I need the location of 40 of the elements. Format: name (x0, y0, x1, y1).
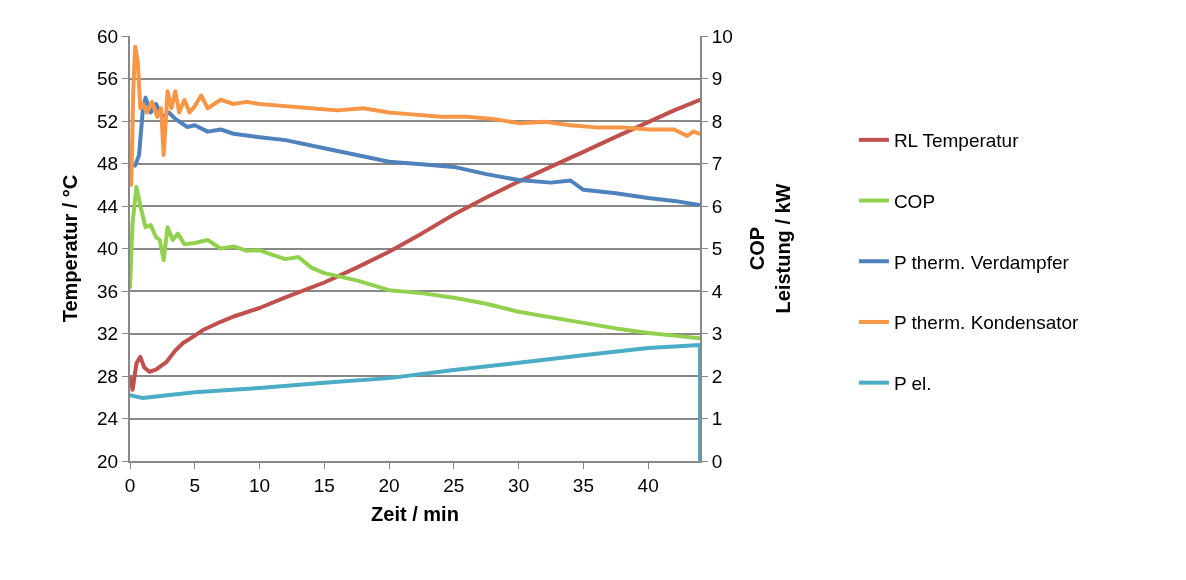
y-tick-label: 44 (97, 195, 119, 217)
x-tick-label: 0 (124, 474, 136, 496)
x-tick-label: 15 (313, 474, 335, 496)
y-tick-label: 40 (97, 238, 119, 260)
line-series (133, 95, 700, 208)
y-tick-label: 32 (97, 323, 119, 345)
x-tick-label: 30 (508, 474, 530, 496)
y2-tick-label: 3 (711, 323, 723, 345)
legend-label: P el. (893, 373, 932, 395)
y2-tick-label: 8 (711, 110, 723, 132)
x-tick-label: 40 (637, 474, 659, 496)
y-tick-label: 36 (97, 280, 119, 302)
y2-tick-label: 5 (711, 238, 723, 260)
y2-tick-label: 10 (711, 25, 733, 47)
y2-tick-label: 6 (711, 195, 723, 217)
x-tick-label: 25 (443, 474, 465, 496)
y-tick-label: 20 (97, 450, 119, 472)
y2-tick-label: 0 (711, 450, 723, 472)
y-tick-label: 52 (97, 110, 119, 132)
x-tick-label: 35 (572, 474, 594, 496)
x-axis-title: Zeit / min (371, 502, 459, 525)
x-tick-label: 5 (189, 474, 201, 496)
y-tick-label: 24 (97, 408, 119, 430)
legend-label: P therm. Verdampfer (893, 251, 1070, 273)
y2-tick-label: 7 (711, 153, 723, 175)
y-tick-label: 48 (97, 153, 119, 175)
y-tick-label: 28 (97, 365, 119, 387)
y-tick-label: 60 (97, 25, 119, 47)
x-tick-label: 20 (378, 474, 400, 496)
y2-tick-label: 1 (711, 408, 723, 430)
y-axis-title: Temperatur / °C (59, 174, 82, 323)
x-tick-label: 10 (248, 474, 271, 496)
y2-tick-label: 4 (711, 280, 723, 302)
y2-tick-label: 2 (711, 365, 723, 387)
y-tick-label: 56 (97, 68, 119, 90)
legend-label: COP (893, 190, 936, 212)
legend-label: RL Temperatur (893, 130, 1020, 152)
legend-label: P therm. Kondensator (893, 312, 1080, 334)
y2-tick-label: 9 (711, 68, 723, 90)
y2-axis-title: COP Leistung / kW (745, 183, 794, 314)
